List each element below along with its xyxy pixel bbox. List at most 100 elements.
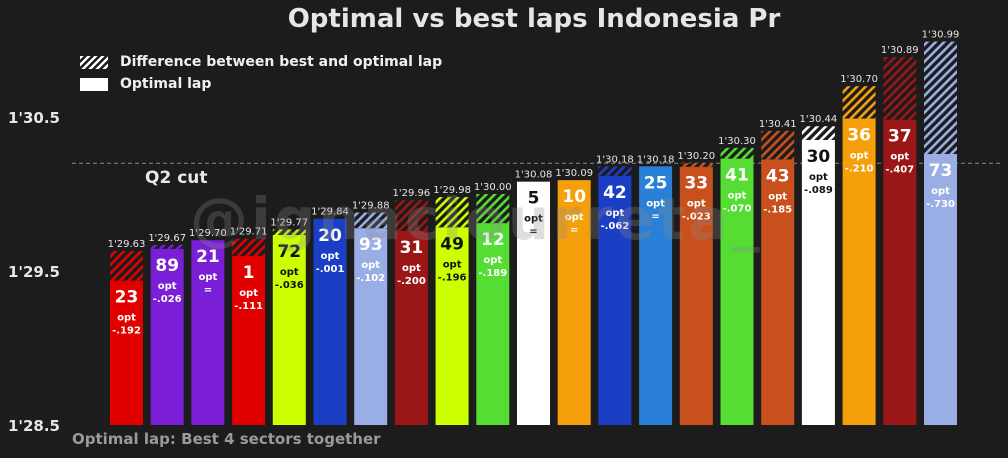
bar-optimal	[679, 166, 713, 425]
bar-optimal	[598, 175, 632, 425]
rider-number: 30	[807, 147, 831, 167]
diff-label: -.001	[316, 264, 345, 275]
footnote: Optimal lap: Best 4 sectors together	[72, 430, 381, 448]
bar-73: 1'30.99 73 opt -.730	[922, 30, 959, 425]
bar-optimal	[557, 180, 591, 425]
best-lap-label: 1'30.18	[596, 154, 634, 165]
bar-72: 1'29.77 72 opt -.036	[270, 217, 308, 425]
best-lap-label: 1'29.67	[148, 233, 186, 244]
bar-optimal	[435, 227, 469, 425]
bar-optimal	[191, 240, 225, 425]
legend-label-difference: Difference between best and optimal lap	[120, 54, 443, 70]
bar-difference	[232, 238, 266, 256]
best-lap-label: 1'29.88	[352, 200, 390, 211]
bar-difference	[720, 147, 754, 159]
bar-optimal	[720, 158, 754, 425]
chart-title: Optimal vs best laps Indonesia Pr	[287, 4, 781, 34]
legend-solid-swatch	[80, 77, 108, 91]
opt-label: opt	[402, 263, 421, 274]
best-lap-label: 1'29.84	[311, 207, 349, 218]
best-lap-label: 1'30.89	[881, 45, 919, 56]
bar-25: 1'30.18 25 opt =	[637, 154, 674, 425]
rider-number: 37	[888, 127, 912, 147]
diff-label: -.023	[682, 212, 711, 223]
rider-number: 23	[115, 288, 139, 308]
rider-number: 72	[277, 242, 301, 262]
bar-36: 1'30.70 36 opt -.210	[840, 74, 878, 425]
legend-hatch-swatch	[80, 55, 108, 69]
bar-difference	[598, 166, 632, 176]
bar-49: 1'29.98 49 opt -.196	[433, 185, 471, 425]
rider-number: 93	[359, 235, 383, 255]
rider-number: 73	[929, 161, 953, 181]
diff-label: -.200	[397, 276, 426, 287]
bar-optimal	[272, 234, 306, 425]
y-tick-label: 1'30.5	[8, 109, 60, 127]
diff-label: =	[651, 211, 659, 222]
bar-optimal	[354, 228, 388, 425]
best-lap-label: 1'30.41	[759, 119, 797, 130]
opt-label: opt	[605, 208, 624, 219]
bar-optimal	[394, 230, 428, 425]
legend-label-optimal: Optimal lap	[120, 76, 212, 92]
bar-31: 1'29.96 31 opt -.200	[393, 188, 430, 425]
bar-difference	[272, 229, 306, 235]
bar-group: 1'29.63 23 opt -.192 1'29.67 89 opt -.026 1'29.7…	[108, 30, 959, 426]
bar-optimal	[517, 181, 550, 425]
rider-number: 31	[400, 238, 424, 258]
bar-difference	[476, 194, 510, 224]
diff-label: -.196	[438, 272, 467, 283]
rider-number: 43	[766, 166, 790, 186]
rider-number: 20	[318, 226, 342, 246]
best-lap-label: 1'29.98	[433, 185, 471, 196]
best-lap-label: 1'29.77	[270, 217, 308, 228]
bar-difference	[394, 200, 428, 231]
rider-number: 33	[684, 174, 708, 194]
diff-label: -.089	[804, 185, 833, 196]
bar-difference	[924, 41, 957, 154]
bar-difference	[801, 126, 835, 140]
legend-item-optimal: Optimal lap	[80, 73, 442, 95]
bar-optimal	[313, 218, 347, 425]
best-lap-label: 1'29.63	[108, 239, 146, 250]
bar-33: 1'30.20 33 opt -.023	[677, 151, 715, 425]
opt-label: opt	[361, 260, 380, 271]
diff-label: -.407	[885, 165, 914, 176]
opt-label: opt	[565, 212, 584, 223]
bar-42: 1'30.18 42 opt -.062	[596, 154, 634, 425]
opt-label: opt	[524, 214, 543, 225]
bar-optimal	[110, 280, 143, 425]
opt-label: opt	[321, 251, 340, 262]
rider-number: 12	[481, 230, 505, 250]
bar-23: 1'29.63 23 opt -.192	[108, 239, 146, 425]
bar-optimal	[476, 223, 510, 425]
bar-5: 1'30.08 5 opt =	[515, 170, 552, 425]
rider-number: 89	[155, 256, 179, 276]
rider-number: 1	[243, 263, 255, 283]
bar-20: 1'29.84 20 opt -.001	[311, 207, 349, 425]
best-lap-label: 1'30.00	[474, 182, 512, 193]
rider-number: 49	[440, 234, 464, 254]
rider-number: 41	[725, 166, 749, 186]
bar-difference	[110, 250, 143, 281]
opt-label: opt	[728, 191, 747, 202]
best-lap-label: 1'30.09	[555, 168, 593, 179]
diff-label: -.026	[153, 294, 182, 305]
diff-label: -.189	[478, 268, 507, 279]
opt-label: opt	[443, 259, 462, 270]
bar-optimal	[801, 139, 835, 426]
bar-difference	[354, 212, 388, 229]
bar-difference	[150, 244, 184, 249]
bar-43: 1'30.41 43 opt -.185	[759, 119, 797, 425]
bar-difference	[883, 56, 917, 120]
bar-optimal	[883, 119, 917, 426]
opt-label: opt	[646, 198, 665, 209]
bar-89: 1'29.67 89 opt -.026	[148, 233, 186, 425]
bar-difference	[435, 197, 469, 228]
diff-label: =	[570, 225, 578, 236]
bar-difference	[842, 86, 876, 119]
opt-label: opt	[239, 288, 258, 299]
opt-label: opt	[850, 151, 869, 162]
legend-item-difference: Difference between best and optimal lap	[80, 51, 442, 73]
